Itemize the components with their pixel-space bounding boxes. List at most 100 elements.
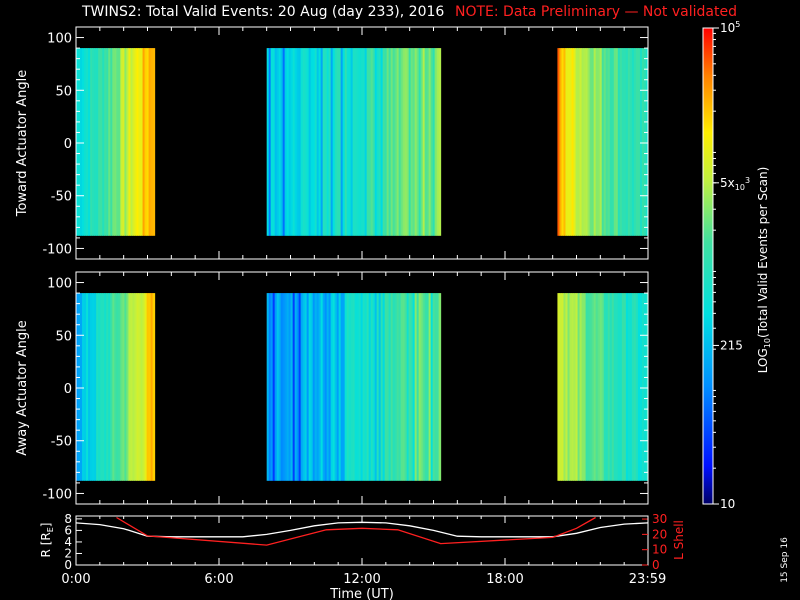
spectrogram-column bbox=[430, 293, 434, 481]
spectrogram-column bbox=[340, 293, 344, 481]
spectrogram-column bbox=[563, 293, 566, 481]
spectrogram-column bbox=[398, 48, 402, 236]
spectrogram-column bbox=[603, 293, 607, 481]
spectrogram-column bbox=[96, 48, 99, 236]
spectrogram-column bbox=[312, 48, 316, 236]
spectrogram-column bbox=[414, 293, 418, 481]
spectrogram-column bbox=[428, 293, 432, 481]
spectrogram-column bbox=[296, 293, 300, 481]
spectrogram-column bbox=[432, 48, 436, 236]
spectrogram-column bbox=[378, 293, 382, 481]
spectrogram-column bbox=[388, 293, 392, 481]
spectrogram-column bbox=[338, 48, 342, 236]
spectrogram-column bbox=[78, 293, 81, 481]
spectrogram-column bbox=[619, 293, 623, 481]
spectrogram-column bbox=[84, 293, 87, 481]
spectrogram-column bbox=[362, 48, 366, 236]
spectrogram-column bbox=[609, 293, 613, 481]
spectrogram-column bbox=[86, 293, 89, 481]
spectrogram-column bbox=[348, 293, 352, 481]
orbit-left-tick-label: 0 bbox=[64, 558, 72, 572]
spectrogram-column bbox=[358, 293, 362, 481]
away-ylabel: Away Actuator Angle bbox=[15, 320, 30, 455]
spectrogram-column bbox=[374, 48, 378, 236]
spectrogram-column bbox=[346, 293, 350, 481]
spectrogram-column bbox=[384, 293, 388, 481]
spectrogram-column bbox=[591, 48, 595, 236]
spectrogram-column bbox=[615, 48, 619, 236]
spectrogram-column bbox=[408, 293, 412, 481]
spectrogram-column bbox=[324, 48, 328, 236]
spectrogram-column bbox=[396, 48, 400, 236]
spectrogram-column bbox=[124, 293, 127, 481]
colorbar-gradient bbox=[703, 28, 713, 504]
y-tick-label: 50 bbox=[55, 329, 72, 344]
spectrogram-column bbox=[82, 293, 85, 481]
spectrogram-column bbox=[270, 48, 274, 236]
colorbar-label: LOG10(Total Valid Events per Scan) bbox=[756, 167, 772, 374]
spectrogram-column bbox=[607, 293, 611, 481]
spectrogram-column bbox=[106, 48, 109, 236]
spectrogram-column bbox=[434, 48, 438, 236]
spectrogram-column bbox=[280, 48, 284, 236]
spectrogram-column bbox=[352, 293, 356, 481]
spectrogram-column bbox=[563, 48, 566, 236]
spectrogram-column bbox=[116, 293, 119, 481]
spectrogram-column bbox=[118, 293, 121, 481]
orbit-x-ticks: 0:00 6:00 12:00 18:00 23:59 bbox=[61, 516, 666, 587]
spectrogram-column bbox=[320, 293, 324, 481]
toward-x-ticks bbox=[75, 27, 649, 259]
spectrogram-column bbox=[314, 293, 318, 481]
time-tick-label: 18:00 bbox=[486, 572, 523, 587]
spectrogram-column bbox=[142, 293, 146, 481]
spectrogram-column bbox=[384, 48, 388, 236]
spectrogram-column bbox=[276, 293, 280, 481]
spectrogram-column bbox=[390, 293, 394, 481]
spectrogram-column bbox=[364, 48, 368, 236]
spectrogram-column bbox=[284, 48, 288, 236]
spectrogram-column bbox=[308, 48, 312, 236]
spectrogram-column bbox=[144, 48, 148, 236]
lshell-line bbox=[116, 516, 596, 546]
spectrogram-column bbox=[126, 48, 129, 236]
spectrogram-column bbox=[284, 293, 288, 481]
spectrogram-column bbox=[587, 48, 591, 236]
toward-angle-panel: 100 50 0 -50 -100 Toward Actuator Angle bbox=[15, 26, 649, 260]
spectrogram-column bbox=[292, 48, 296, 236]
colorbar: 105 5x103 215 10 LOG10(Total Valid Events p… bbox=[702, 20, 772, 511]
spectrogram-column bbox=[410, 293, 414, 481]
spectrogram-column bbox=[362, 293, 366, 481]
spectrogram-column bbox=[152, 48, 156, 236]
orbit-left-tick-label: 2 bbox=[64, 546, 72, 560]
spectrogram-column bbox=[372, 293, 376, 481]
spectrogram-column bbox=[130, 293, 133, 481]
spectrogram-column bbox=[426, 48, 430, 236]
spectrogram-column bbox=[364, 293, 368, 481]
spectrogram-column bbox=[300, 293, 304, 481]
spectrogram-column bbox=[406, 293, 410, 481]
spectrogram-column bbox=[90, 293, 93, 481]
spectrogram-column bbox=[150, 293, 154, 481]
orbit-left-tick-label: 8 bbox=[64, 512, 72, 526]
spectrogram-column bbox=[593, 48, 597, 236]
spectrogram-column bbox=[557, 293, 560, 481]
spectrogram-column bbox=[575, 48, 579, 236]
spectrogram-column bbox=[601, 293, 605, 481]
spectrogram-column bbox=[432, 293, 436, 481]
spectrogram-column bbox=[332, 293, 336, 481]
spectrogram-column bbox=[110, 48, 113, 236]
spectrogram-column bbox=[368, 48, 372, 236]
spectrogram-column bbox=[350, 48, 354, 236]
spectrogram-column bbox=[132, 48, 135, 236]
spectrogram-column bbox=[308, 293, 312, 481]
spectrogram-column bbox=[376, 48, 380, 236]
spectrogram-column bbox=[394, 293, 398, 481]
spectrogram-column bbox=[406, 48, 410, 236]
spectrogram-column bbox=[639, 293, 643, 481]
spectrogram-column bbox=[138, 293, 142, 481]
spectrogram-column bbox=[392, 48, 396, 236]
colorbar-frame bbox=[702, 27, 714, 505]
spectrogram-column bbox=[270, 293, 274, 481]
spectrogram-column bbox=[428, 48, 432, 236]
spectrogram-column bbox=[322, 48, 326, 236]
